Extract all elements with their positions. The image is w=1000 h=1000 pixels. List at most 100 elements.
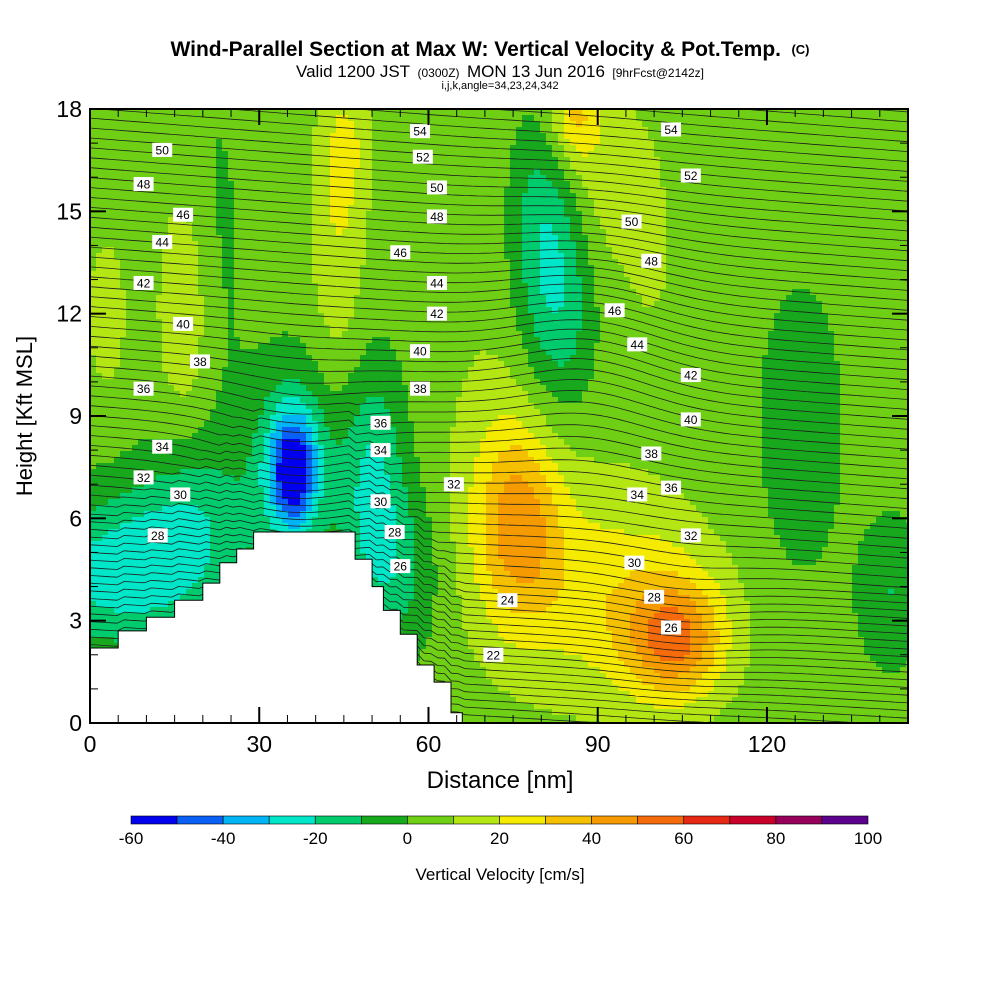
- heat-cell: [300, 175, 307, 182]
- heat-cell: [576, 157, 583, 164]
- heat-cell: [840, 109, 847, 116]
- heat-cell: [168, 187, 175, 194]
- heat-cell: [180, 169, 187, 176]
- heat-cell: [294, 163, 301, 170]
- heat-cell: [582, 133, 589, 140]
- heat-cell: [540, 313, 547, 320]
- heat-cell: [240, 139, 247, 146]
- heat-cell: [900, 223, 907, 230]
- heat-cell: [888, 211, 895, 218]
- heat-cell: [492, 229, 499, 236]
- heat-cell: [480, 241, 487, 248]
- heat-cell: [294, 241, 301, 248]
- heat-cell: [294, 229, 301, 236]
- heat-cell: [792, 145, 799, 152]
- heat-cell: [780, 181, 787, 188]
- heat-cell: [708, 229, 715, 236]
- heat-cell: [240, 307, 247, 314]
- heat-cell: [702, 313, 709, 320]
- heat-cell: [732, 163, 739, 170]
- heat-cell: [288, 259, 295, 266]
- heat-cell: [168, 205, 175, 212]
- heat-cell: [738, 109, 745, 116]
- heat-cell: [330, 235, 337, 242]
- heat-cell: [234, 259, 241, 266]
- heat-cell: [762, 229, 769, 236]
- heat-cell: [720, 259, 727, 266]
- heat-cell: [120, 325, 127, 332]
- heat-cell: [342, 277, 349, 284]
- heat-cell: [702, 235, 709, 242]
- heat-cell: [564, 133, 571, 140]
- heat-cell: [894, 253, 901, 260]
- heat-cell: [186, 253, 193, 260]
- heat-cell: [114, 109, 121, 116]
- heat-cell: [282, 145, 289, 152]
- heat-cell: [312, 199, 319, 206]
- heat-cell: [702, 157, 709, 164]
- heat-cell: [516, 247, 523, 254]
- heat-cell: [324, 121, 331, 128]
- heat-cell: [534, 277, 541, 284]
- heat-cell: [648, 241, 655, 248]
- heat-cell: [288, 325, 295, 332]
- heat-cell: [804, 247, 811, 254]
- heat-cell: [486, 169, 493, 176]
- heat-cell: [336, 307, 343, 314]
- heat-cell: [666, 223, 673, 230]
- heat-cell: [504, 145, 511, 152]
- heat-cell: [540, 115, 547, 122]
- heat-cell: [402, 271, 409, 278]
- heat-cell: [234, 307, 241, 314]
- heat-cell: [540, 223, 547, 230]
- heat-cell: [378, 307, 385, 314]
- heat-cell: [330, 127, 337, 134]
- heat-cell: [492, 313, 499, 320]
- heat-cell: [258, 295, 265, 302]
- heat-cell: [126, 145, 133, 152]
- heat-cell: [708, 253, 715, 260]
- heat-cell: [600, 181, 607, 188]
- heat-cell: [576, 151, 583, 158]
- heat-cell: [642, 223, 649, 230]
- heat-cell: [288, 277, 295, 284]
- heat-cell: [222, 169, 229, 176]
- heat-cell: [738, 229, 745, 236]
- heat-cell: [696, 145, 703, 152]
- heat-cell: [540, 145, 547, 152]
- heat-cell: [102, 325, 109, 332]
- heat-cell: [366, 157, 373, 164]
- heat-cell: [516, 181, 523, 188]
- heat-cell: [600, 163, 607, 170]
- heat-cell: [270, 115, 277, 122]
- heat-cell: [510, 151, 517, 158]
- heat-cell: [390, 301, 397, 308]
- heat-cell: [750, 253, 757, 260]
- heat-cell: [546, 247, 553, 254]
- heat-cell: [414, 163, 421, 170]
- heat-cell: [240, 253, 247, 260]
- heat-cell: [504, 319, 511, 326]
- heat-cell: [756, 199, 763, 206]
- heat-cell: [276, 313, 283, 320]
- heat-cell: [840, 307, 847, 314]
- heat-cell: [90, 127, 97, 134]
- heat-cell: [282, 253, 289, 260]
- heat-cell: [228, 187, 235, 194]
- heat-cell: [900, 295, 907, 302]
- heat-cell: [540, 121, 547, 128]
- heat-cell: [534, 295, 541, 302]
- heat-cell: [168, 271, 175, 278]
- heat-cell: [720, 169, 727, 176]
- heat-cell: [774, 229, 781, 236]
- heat-cell: [798, 253, 805, 260]
- heat-cell: [378, 289, 385, 296]
- heat-cell: [216, 247, 223, 254]
- heat-cell: [600, 193, 607, 200]
- heat-cell: [822, 307, 829, 314]
- heat-cell: [822, 181, 829, 188]
- heat-cell: [318, 319, 325, 326]
- heat-cell: [132, 241, 139, 248]
- heat-cell: [714, 253, 721, 260]
- heat-cell: [384, 259, 391, 266]
